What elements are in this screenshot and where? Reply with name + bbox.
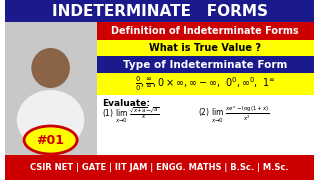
Bar (97, 95, 314, 153)
Bar (5, 155, 314, 180)
Text: INDETERMINATE   FORMS: INDETERMINATE FORMS (52, 3, 268, 19)
Bar (5, 0, 314, 22)
Bar (97, 56, 314, 73)
Text: #01: #01 (36, 134, 65, 147)
Bar (97, 22, 314, 40)
Bar (5, 0, 97, 155)
Text: Evaluate:: Evaluate: (102, 98, 150, 107)
Text: What is True Value ?: What is True Value ? (149, 43, 261, 53)
Text: Type of Indeterminate Form: Type of Indeterminate Form (123, 60, 287, 69)
Text: CSIR NET | GATE | IIT JAM | ENGG. MATHS | B.Sc. | M.Sc.: CSIR NET | GATE | IIT JAM | ENGG. MATHS … (30, 163, 289, 172)
Text: $\frac{0}{0}, \frac{\infty}{\infty}, 0\times\infty, \infty-\infty,\ 0^0, \infty^: $\frac{0}{0}, \frac{\infty}{\infty}, 0\t… (135, 75, 275, 93)
Bar (97, 40, 314, 56)
Ellipse shape (17, 90, 84, 150)
Text: $(1)\ \lim_{x\to 0}\ \frac{\sqrt{x+a}-\sqrt{a}}{x}$: $(1)\ \lim_{x\to 0}\ \frac{\sqrt{x+a}-\s… (102, 105, 159, 125)
Circle shape (31, 48, 70, 88)
Ellipse shape (24, 126, 77, 154)
Bar (5, 0, 97, 155)
Text: $(2)\ \lim_{x\to 0}\ \frac{xe^x-\log(1+x)}{x^2}$: $(2)\ \lim_{x\to 0}\ \frac{xe^x-\log(1+x… (198, 105, 269, 125)
Text: Definition of Indeterminate Forms: Definition of Indeterminate Forms (111, 26, 299, 36)
Bar (97, 73, 314, 95)
